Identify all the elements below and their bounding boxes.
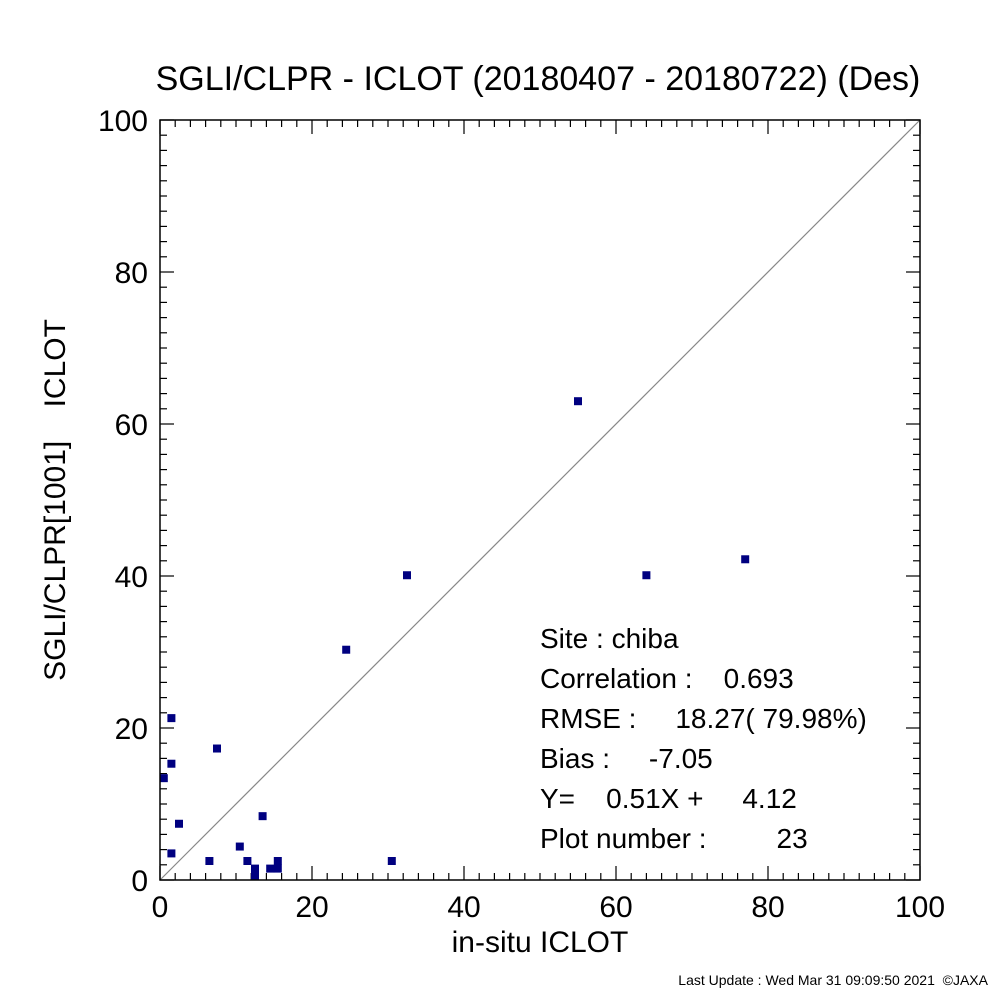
- data-point: [167, 759, 176, 768]
- data-point: [342, 645, 351, 654]
- x-tick-label: 100: [895, 891, 945, 924]
- y-tick-label: 80: [115, 257, 148, 290]
- data-point: [258, 812, 267, 821]
- x-tick-label: 0: [152, 891, 169, 924]
- y-tick-label: 0: [131, 865, 148, 898]
- data-point: [213, 744, 221, 753]
- x-tick-label: 20: [295, 891, 328, 924]
- data-point: [266, 864, 275, 873]
- chart-title: SGLI/CLPR - ICLOT (20180407 - 20180722) …: [156, 60, 921, 98]
- y-tick-label: 40: [115, 561, 148, 594]
- last-update-footer: Last Update : Wed Mar 31 09:09:50 2021 ©…: [678, 972, 988, 988]
- data-point: [273, 864, 282, 873]
- data-points: [159, 397, 750, 881]
- data-point: [175, 819, 183, 828]
- x-tick-label: 80: [751, 891, 784, 924]
- data-point: [273, 857, 282, 865]
- stat-correlation: Correlation : 0.693: [540, 663, 794, 694]
- stat-regression: Y= 0.51X + 4.12: [540, 783, 797, 814]
- y-tick-label: 100: [98, 105, 148, 138]
- x-axis-label: in-situ ICLOT: [452, 926, 629, 959]
- plot-frame: [159, 119, 921, 881]
- data-point: [205, 857, 214, 865]
- data-point: [403, 571, 411, 580]
- one-to-one-line: [159, 119, 921, 881]
- data-point: [167, 714, 176, 723]
- y-axis-label: SGLI/CLPR[1001] ICLOT: [39, 319, 72, 681]
- stat-site: Site : chiba: [540, 623, 679, 654]
- x-tick-label: 40: [447, 891, 480, 924]
- stats-box: Site : chiba Correlation : 0.693 RMSE : …: [540, 623, 867, 854]
- data-point: [243, 857, 252, 865]
- y-tick-label: 20: [115, 713, 148, 746]
- axis-ticks: [159, 119, 921, 881]
- data-point: [251, 872, 259, 881]
- data-point: [251, 864, 259, 873]
- stat-bias: Bias : -7.05: [540, 743, 713, 774]
- stat-rmse: RMSE : 18.27( 79.98%): [540, 703, 867, 734]
- y-tick-label: 60: [115, 409, 148, 442]
- data-point: [642, 571, 651, 580]
- stat-plot-number: Plot number : 23: [540, 823, 808, 854]
- data-point: [574, 397, 582, 406]
- data-point: [159, 774, 168, 783]
- data-point: [235, 842, 244, 851]
- data-point: [387, 857, 396, 865]
- data-point: [167, 849, 176, 858]
- tick-labels: 0 20 40 60 80 100 0 20 40 60 80 100: [98, 105, 945, 924]
- data-point: [741, 555, 750, 564]
- x-tick-label: 60: [599, 891, 632, 924]
